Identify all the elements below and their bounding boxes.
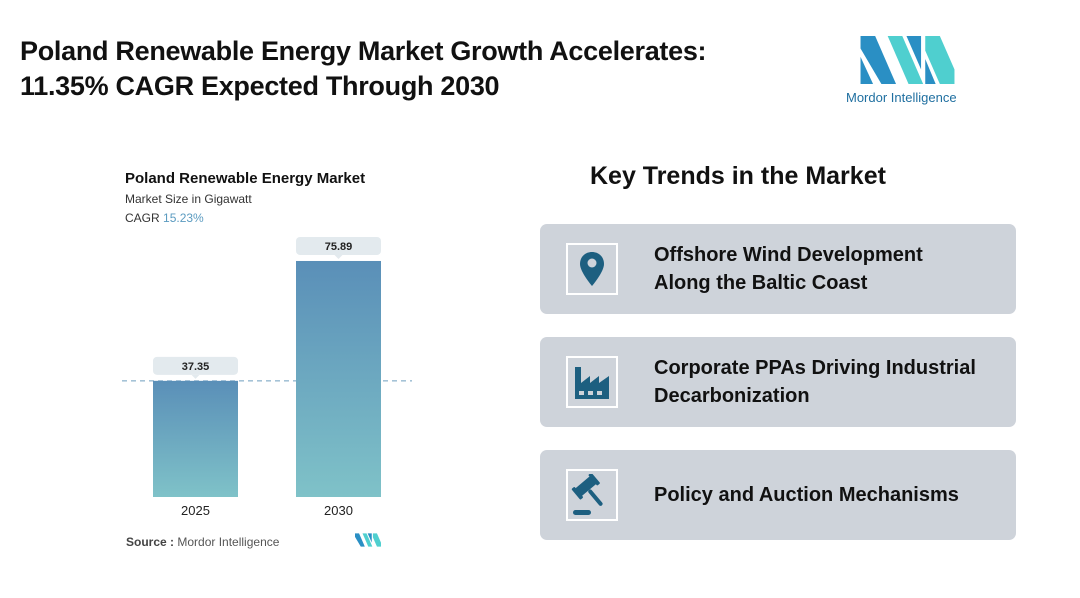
source-label: Source : bbox=[126, 535, 175, 549]
page-title: Poland Renewable Energy Market Growth Ac… bbox=[20, 34, 707, 104]
gavel-icon bbox=[566, 469, 618, 521]
data-label-pointer bbox=[334, 254, 343, 259]
bar-2025 bbox=[153, 380, 238, 497]
trend-label-line: Along the Baltic Coast bbox=[654, 272, 868, 294]
x-tick-label: 2025 bbox=[181, 503, 210, 518]
cagr-value: 15.23% bbox=[163, 211, 204, 225]
trend-label-line: Decarbonization bbox=[654, 385, 810, 407]
data-label: 37.35 bbox=[182, 361, 210, 373]
data-label-bg bbox=[296, 236, 381, 255]
bar-chart: 37.35 2025 75.89 2030 bbox=[122, 236, 412, 518]
source-logo-icon bbox=[355, 533, 381, 547]
trend-card-policy-auction: Policy and Auction Mechanisms bbox=[540, 450, 1016, 540]
bar-2030 bbox=[296, 260, 381, 497]
mordor-logo-icon bbox=[860, 36, 955, 84]
title-line-2: 11.35% CAGR Expected Through 2030 bbox=[20, 71, 500, 101]
data-label: 75.89 bbox=[325, 241, 353, 253]
trend-label-line: Policy and Auction Mechanisms bbox=[654, 484, 959, 506]
source: Source : Mordor Intelligence bbox=[126, 535, 279, 549]
trend-card-offshore-wind: Offshore Wind Development Along the Balti… bbox=[540, 224, 1016, 314]
factory-icon bbox=[566, 356, 618, 408]
trend-label-line: Corporate PPAs Driving Industrial bbox=[654, 357, 976, 379]
x-tick-label: 2030 bbox=[324, 503, 353, 518]
title-line-1: Poland Renewable Energy Market Growth Ac… bbox=[20, 36, 707, 66]
chart-subtitle: Market Size in Gigawatt bbox=[125, 192, 252, 206]
chart-title: Poland Renewable Energy Market bbox=[125, 170, 366, 187]
trend-label: Corporate PPAs Driving Industrial Decarbo… bbox=[654, 337, 976, 427]
chart-cagr: CAGR 15.23% bbox=[125, 211, 204, 225]
source-value: Mordor Intelligence bbox=[177, 535, 280, 549]
data-label-bg bbox=[153, 356, 238, 375]
logo-text: Mordor Intelligence bbox=[846, 90, 957, 105]
map-pin-icon bbox=[566, 243, 618, 295]
key-trends-title: Key Trends in the Market bbox=[590, 162, 886, 190]
trend-card-corporate-ppas: Corporate PPAs Driving Industrial Decarbo… bbox=[540, 337, 1016, 427]
data-label-pointer bbox=[191, 374, 200, 379]
trend-label: Offshore Wind Development Along the Balti… bbox=[654, 224, 923, 314]
trend-label: Policy and Auction Mechanisms bbox=[654, 450, 959, 540]
cagr-label: CAGR bbox=[125, 211, 160, 225]
trend-label-line: Offshore Wind Development bbox=[654, 244, 923, 266]
